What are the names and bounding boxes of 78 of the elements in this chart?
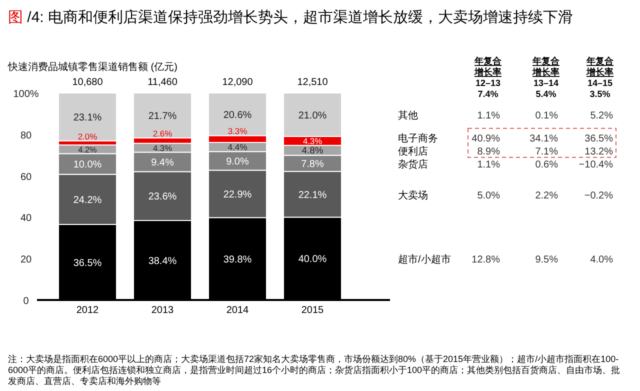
- data-label: 23.1%: [73, 112, 102, 124]
- text: 3.5%: [590, 89, 610, 99]
- text: 其他: [398, 110, 418, 122]
- chart-title: 图 /4: 电商和便利店渠道保持强劲增长势头，超市渠道增长放缓，大卖场增速持续下滑: [8, 9, 574, 26]
- data-label: 23.6%: [148, 192, 177, 203]
- text: 超市/小超市: [398, 254, 451, 266]
- text: 13–14: [533, 78, 559, 88]
- data-label: 20.6%: [223, 110, 252, 121]
- text: 7.1%: [535, 146, 558, 158]
- data-label: 24.2%: [73, 195, 102, 206]
- y-tick-label: 100%: [13, 89, 39, 100]
- text: 13.2%: [584, 146, 614, 158]
- data-label: 22.9%: [223, 190, 252, 201]
- data-label: 4.3%: [152, 142, 173, 153]
- data-label: 40.0%: [298, 254, 327, 266]
- text: 便利店: [398, 145, 428, 158]
- text: 年复合: [586, 56, 614, 66]
- chart-subtitle: 快速消费品城镇零售渠道销售额 (亿元): [7, 61, 178, 73]
- data-label: 22.1%: [298, 190, 327, 201]
- text: −0.2%: [584, 190, 614, 202]
- data-label: 10.0%: [73, 160, 102, 171]
- annotation: 12,090: [222, 77, 254, 88]
- text: 增长率: [532, 67, 560, 77]
- annotation: 10,680: [72, 77, 104, 88]
- data-label: 21.7%: [148, 111, 177, 122]
- y-tick-label: 20: [20, 254, 32, 266]
- text: 40.9%: [472, 133, 500, 144]
- data-label: 9.4%: [151, 158, 174, 169]
- text: 增长率: [586, 67, 614, 77]
- y-tick-label: 0: [23, 296, 30, 307]
- data-label: 7.8%: [301, 158, 324, 170]
- text: 12–13: [475, 78, 501, 88]
- data-label: 38.4%: [148, 256, 177, 267]
- data-label: 9.0%: [226, 156, 250, 168]
- text: 5.4%: [536, 89, 556, 99]
- data-label: 4.2%: [78, 145, 97, 154]
- text: 4.0%: [590, 254, 614, 266]
- x-tick-label: 2015: [301, 305, 324, 316]
- y-tick-label: 40: [20, 213, 32, 224]
- data-label: 4.3%: [302, 136, 323, 146]
- text: 9.5%: [535, 254, 558, 266]
- text: 年复合: [474, 56, 502, 66]
- data-label: 4.4%: [228, 142, 248, 152]
- text: 电子商务: [398, 132, 438, 144]
- text: 2.2%: [535, 190, 558, 202]
- text: 12.8%: [472, 254, 500, 266]
- text: 5.0%: [477, 190, 500, 202]
- data-label: 2.6%: [152, 128, 173, 138]
- text: 5.2%: [590, 110, 614, 122]
- text: 大卖场: [398, 189, 428, 202]
- data-label: 39.8%: [223, 254, 252, 266]
- text: 0.6%: [535, 159, 558, 170]
- y-tick-label: 60: [20, 172, 32, 183]
- text: 8.9%: [477, 146, 500, 158]
- x-tick-label: 2012: [76, 305, 100, 316]
- text: 34.1%: [530, 133, 558, 144]
- bar: [58, 92, 117, 142]
- data-label: 3.3%: [228, 126, 248, 136]
- data-label: 36.5%: [73, 258, 102, 269]
- annotation: 11,460: [148, 77, 178, 88]
- y-tick-label: 80: [20, 130, 32, 142]
- text: 注：大卖场是指面积在6000平以上的商店；大卖场渠道包括72家知名大卖场零售商，市场份额达到80%（基于2015年营业额）；超市/小超市指面积在100-6000平的商店。便利店包括连锁和独立商店，是指营业时间超过16个小时的商店；杂货店指面积小于100平的商店；其他类别包括百货商店、自由市场、批发商店、直营店、专卖店和海外购物等: [8, 354, 622, 387]
- text: 杂货店: [398, 158, 428, 170]
- text: 36.5%: [584, 133, 614, 144]
- data-label: 2.0%: [78, 131, 98, 142]
- text: −10.4%: [578, 159, 614, 170]
- text: 1.1%: [477, 159, 500, 170]
- data-label: 21.0%: [298, 110, 327, 122]
- text: 0.1%: [535, 110, 558, 122]
- text: 7.4%: [478, 89, 498, 99]
- text: 14–15: [587, 78, 613, 88]
- x-tick-label: 2014: [226, 305, 250, 316]
- data-label: 4.8%: [302, 144, 324, 156]
- text: 1.1%: [477, 110, 500, 122]
- x-tick-label: 2013: [151, 305, 174, 316]
- text: 增长率: [474, 67, 502, 77]
- text: 年复合: [532, 56, 560, 66]
- annotation: 12,510: [297, 77, 328, 88]
